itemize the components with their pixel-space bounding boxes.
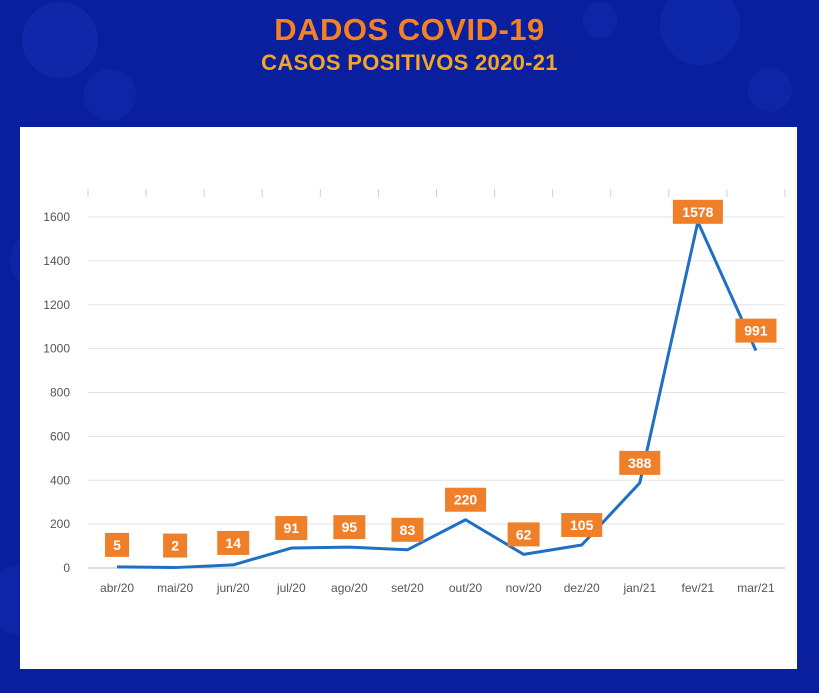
x-tick-label: out/20 [449,581,483,595]
data-label: 105 [570,517,594,533]
x-tick-label: abr/20 [100,581,134,595]
data-label: 388 [628,455,652,471]
y-tick-label: 400 [50,473,70,487]
y-tick-label: 1600 [43,210,70,224]
y-tick-label: 200 [50,517,70,531]
data-label-box [619,450,661,475]
y-tick-label: 800 [50,386,70,400]
x-tick-label: jul/20 [276,581,306,595]
x-tick-label: mai/20 [157,581,193,595]
x-tick-label: dez/20 [564,581,600,595]
data-label: 1578 [682,204,713,220]
x-tick-label: nov/20 [506,581,542,595]
x-tick-label: jun/20 [216,581,250,595]
data-label: 14 [225,535,241,551]
chart-panel: 0 200 400 600 800 1000 1200 1400 1600 abr/20 mai/2… [20,127,797,669]
data-label-box [735,318,777,343]
data-label: 62 [516,526,532,542]
data-label: 5 [113,537,121,553]
data-label-box [217,530,250,555]
page-title: DADOS COVID-19 [274,12,545,47]
data-label-box [391,517,424,542]
x-tick-label: mar/21 [737,581,775,595]
data-label-box [507,522,540,547]
y-tick-label: 0 [63,561,70,575]
data-label: 95 [342,519,358,535]
data-label: 2 [171,538,179,554]
data-label: 220 [454,492,478,508]
line-chart: 0 200 400 600 800 1000 1200 1400 1600 abr/20 mai/2… [43,189,786,595]
x-tick-label: jan/21 [622,581,656,595]
data-label: 83 [400,522,416,538]
x-tick-label: fev/21 [682,581,715,595]
x-tick-label: set/20 [391,581,424,595]
data-label-box [105,532,130,557]
y-tick-label: 600 [50,429,70,443]
data-label-box [561,512,603,537]
y-tick-label: 1200 [43,298,70,312]
y-tick-label: 1400 [43,254,70,268]
data-label-box [445,487,487,512]
data-label-box [163,533,188,558]
data-label: 991 [744,323,768,339]
series-line [117,220,758,570]
data-label: 91 [284,520,300,536]
data-label-box [672,199,723,224]
page-subtitle: CASOS POSITIVOS 2020-21 [261,50,558,75]
y-tick-label: 1000 [43,342,70,356]
data-label-box [275,516,308,541]
x-tick-label: ago/20 [331,581,368,595]
data-label-box [333,515,366,540]
